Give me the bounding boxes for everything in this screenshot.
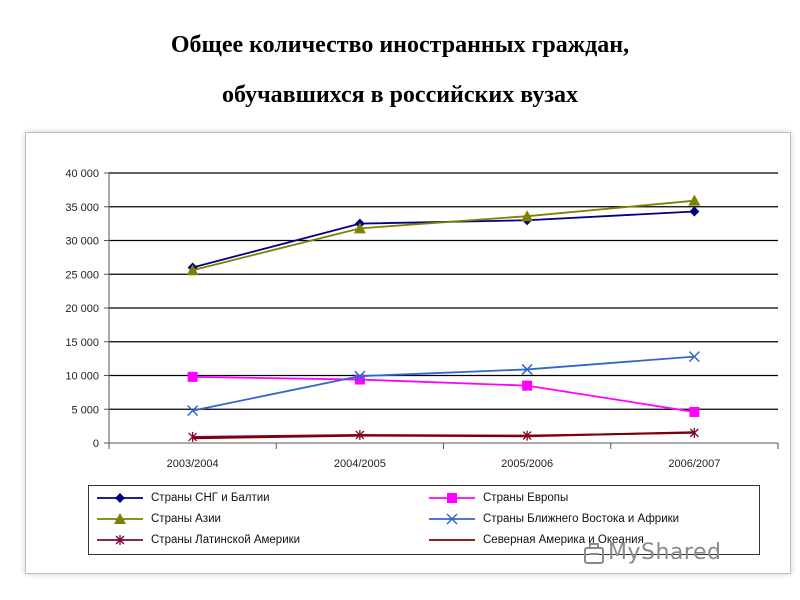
legend-item: Страны Латинской Америки (97, 531, 300, 549)
slide-title-line2: обучавшихся в российских вузах (222, 82, 578, 108)
line-chart: 0 5 000 10 000 15 000 20 000 25 000 30 000 35 0… (65, 168, 779, 470)
legend-label: Страны Азии (151, 513, 221, 525)
legend-swatch-icon (97, 535, 143, 545)
legend-swatch-icon (429, 539, 475, 541)
y-tick-label: 0 (93, 438, 99, 450)
watermark-text: MyShared (608, 540, 722, 565)
legend-swatch-icon (97, 493, 143, 503)
x-tick-label: 2006/2007 (668, 458, 720, 470)
legend-label: Страны Латинской Америки (151, 534, 301, 546)
legend-item: Страны Европы (429, 489, 568, 507)
legend-swatch-icon (429, 493, 475, 503)
chart-frame: 0 5 000 10 000 15 000 20 000 25 000 30 000 35 0… (25, 132, 791, 574)
legend-swatch-icon (97, 513, 143, 524)
legend-label: Страны СНГ и Балтии (151, 492, 270, 504)
data-point-series-2 (689, 406, 700, 417)
y-tick-label: 25 000 (65, 269, 99, 281)
data-point-series-4 (521, 363, 533, 375)
series-3-line (192, 199, 695, 272)
data-point-series-4 (187, 405, 199, 417)
slide-title-line1: Общее количество иностранных граждан, (170, 32, 630, 58)
y-tick-label: 5 000 (71, 404, 99, 416)
legend-label: Северная Америка и Океания (483, 534, 644, 546)
legend-item: Страны Ближнего Востока и Африки (429, 510, 679, 528)
x-tick-label: 2003/2004 (167, 458, 219, 470)
legend-label: Страны Ближнего Востока и Африки (483, 513, 680, 525)
series-4-line (192, 355, 695, 412)
data-point-series-5 (188, 431, 198, 442)
data-point-series-4 (354, 370, 366, 382)
legend-item: Северная Америка и Океания (429, 531, 644, 549)
legend-swatch-icon (429, 513, 475, 525)
series-2-line (192, 375, 695, 413)
legend-item: Страны Азии (97, 510, 221, 528)
legend-item: Страны СНГ и Балтии (97, 489, 270, 507)
series-6-line (192, 431, 695, 440)
y-tick-label: 20 000 (65, 303, 99, 315)
y-tick-label: 15 000 (65, 337, 99, 349)
data-point-series-3 (186, 264, 199, 276)
y-tick-label: 10 000 (65, 371, 99, 383)
data-point-series-2 (354, 374, 365, 385)
data-point-series-2 (187, 371, 198, 382)
data-point-series-3 (353, 222, 366, 234)
data-point-series-4 (688, 351, 700, 363)
data-point-series-1 (689, 206, 700, 217)
y-tick-label: 35 000 (65, 202, 99, 214)
series-1-line (192, 210, 695, 269)
myshared-logo-icon (584, 543, 604, 564)
y-tick-label: 40 000 (65, 168, 99, 180)
data-point-series-2 (522, 380, 533, 391)
x-tick-label: 2005/2006 (501, 458, 553, 470)
data-point-series-3 (688, 194, 701, 206)
x-tick-label: 2004/2005 (334, 458, 386, 470)
legend-label: Страны Европы (483, 492, 569, 504)
y-tick-label: 30 000 (65, 236, 99, 248)
chart-legend: Страны СНГ и Балтии Страны Европы Страны А… (88, 485, 760, 555)
data-point-series-3 (521, 210, 534, 222)
